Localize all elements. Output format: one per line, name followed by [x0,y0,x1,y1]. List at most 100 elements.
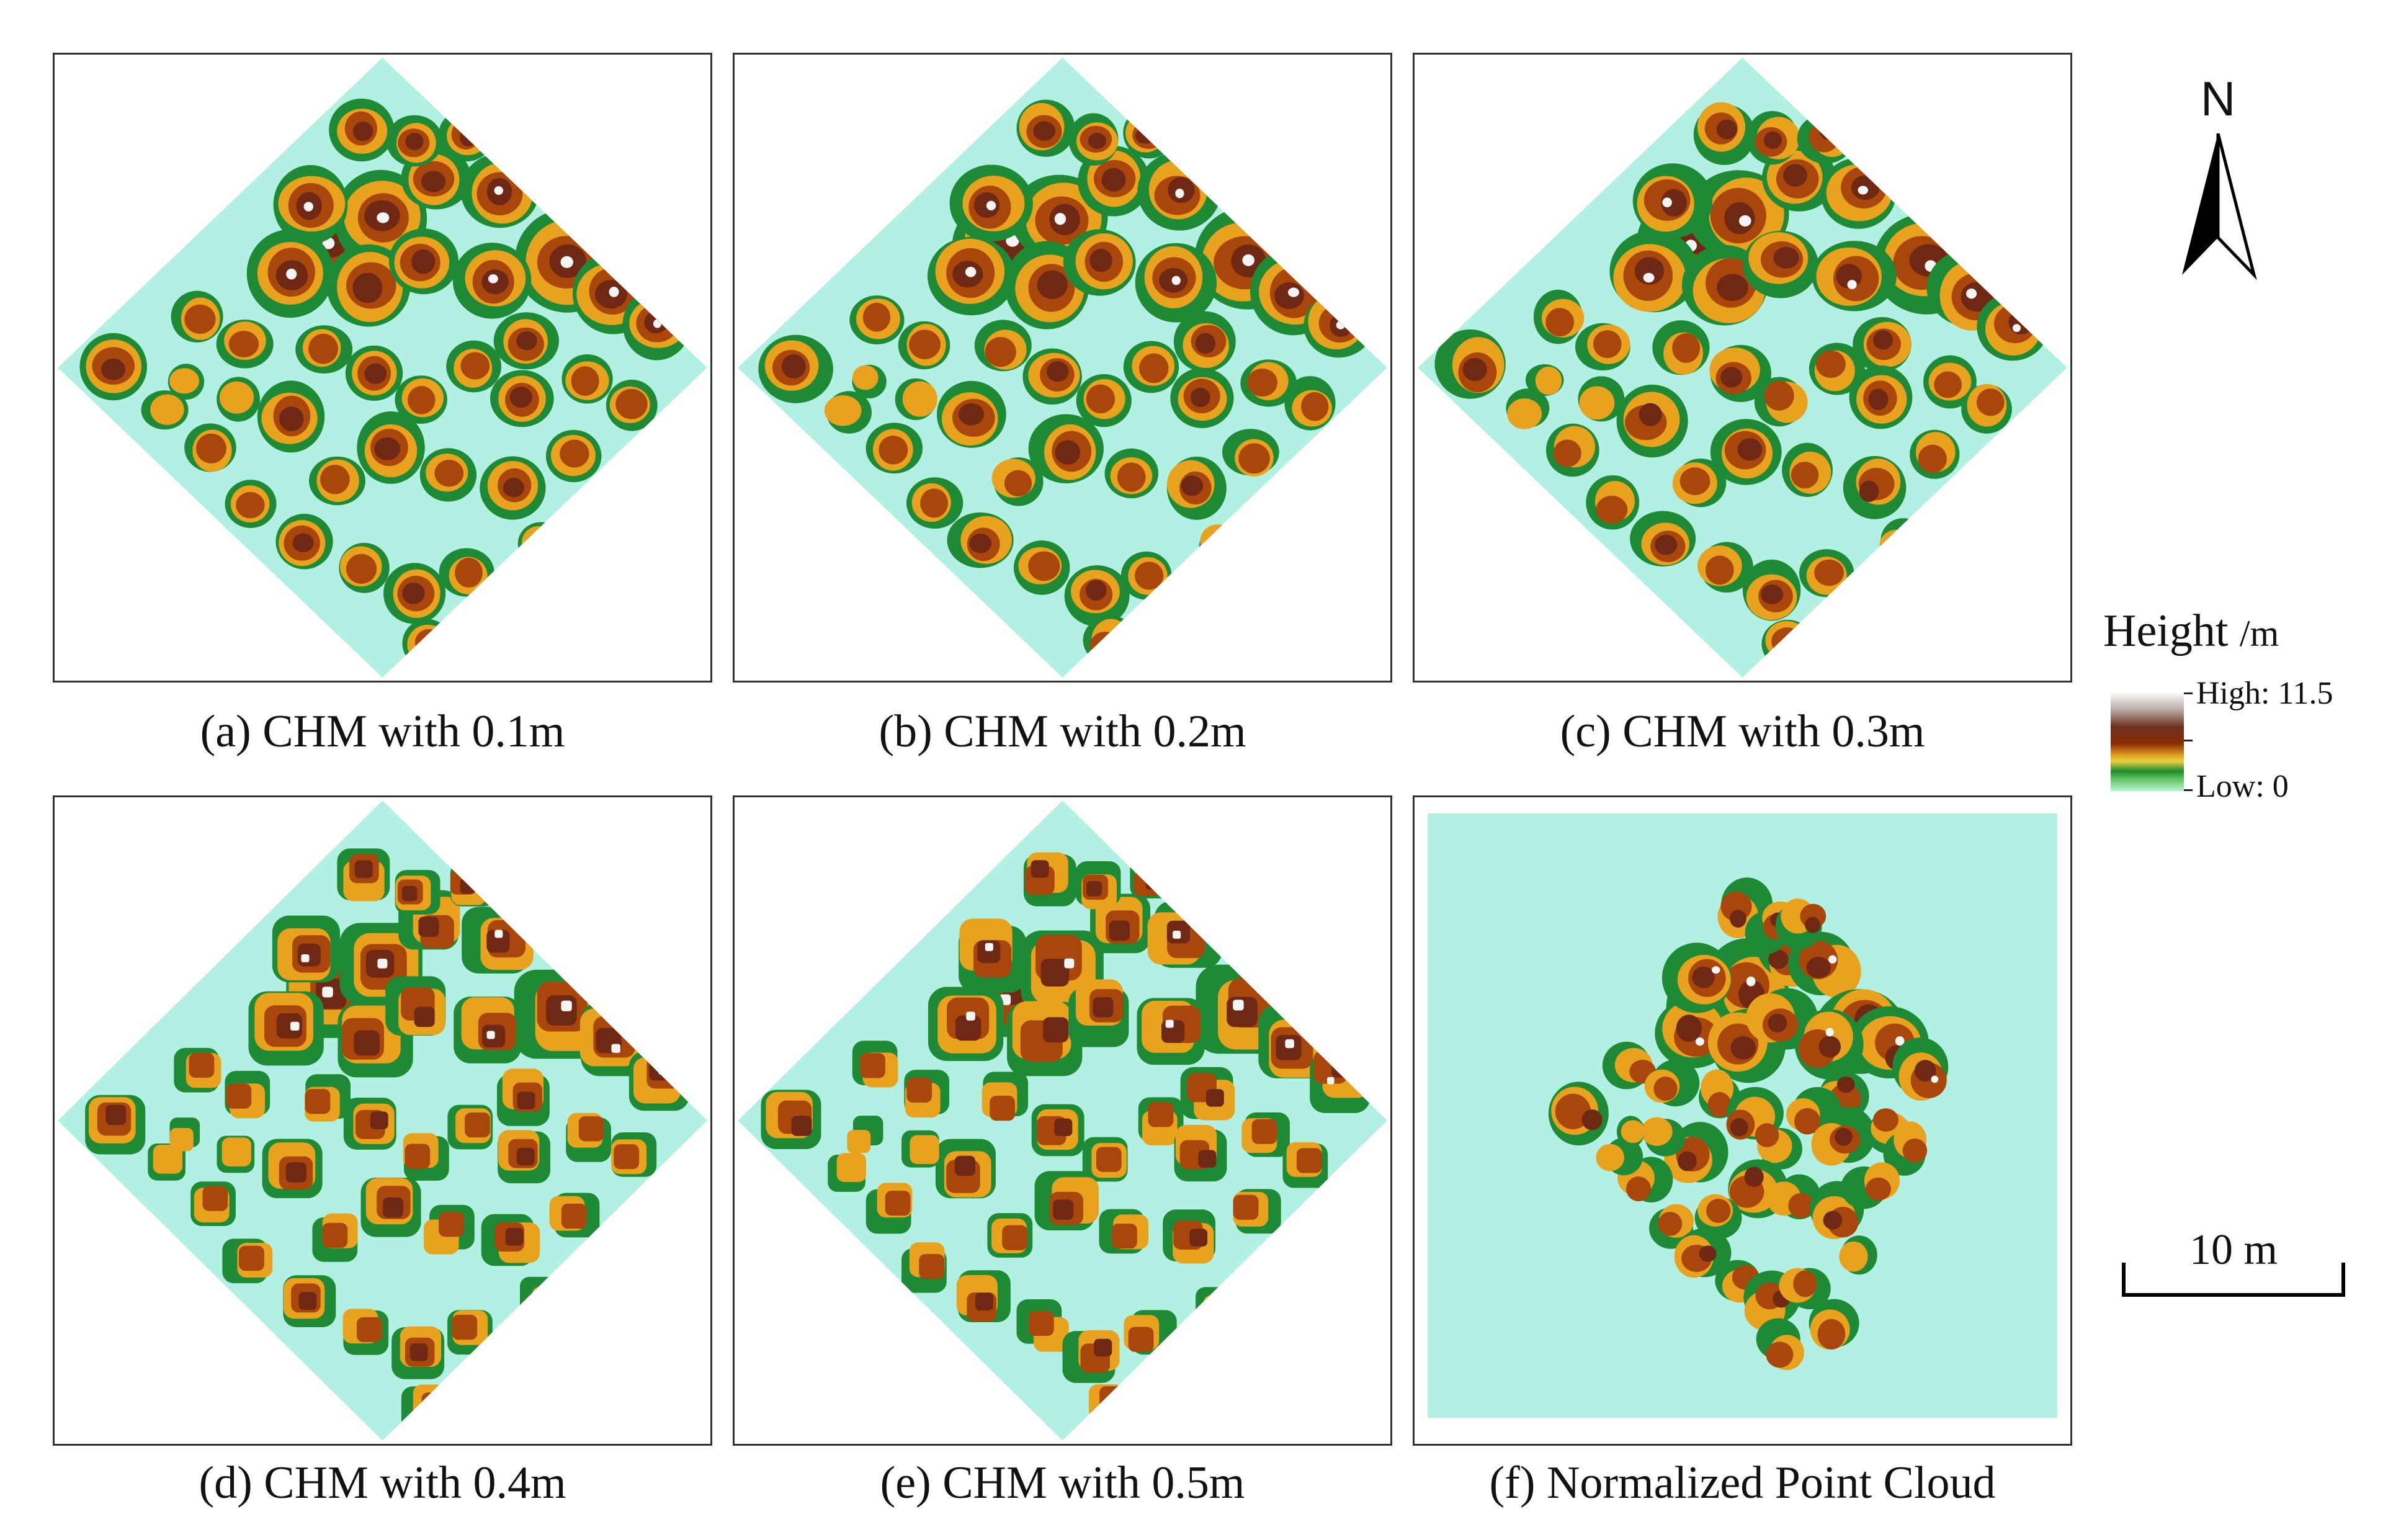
tree-crown [1710,419,1782,485]
tree-crowns [1434,102,2049,668]
tree-crown [248,991,324,1066]
tree-crown [217,1135,255,1173]
tree-crown [1977,293,2049,361]
tree-crown [622,289,691,360]
tree-crown [545,429,602,483]
panel-normalized-point-cloud [1413,795,2072,1446]
tree-crown [895,378,937,421]
tree-crown [761,1090,821,1149]
tree-crown [480,1358,534,1410]
legend-unit: /m [2239,613,2279,654]
tree-crown [1742,559,1801,621]
panel-chm-0-3m [1413,53,2072,683]
tree-crown [1533,289,1585,344]
tree-crown [1755,1123,1802,1170]
tree-crown [1138,1097,1184,1145]
tree-crown [308,456,366,506]
tree-crown [1123,341,1179,393]
tree-crown [1661,942,1732,1013]
chm-map-0-2m [738,58,1387,678]
tree-crown [865,1183,913,1234]
tree-crown [1147,901,1222,968]
tree-crowns [1548,877,1949,1371]
tree-crown [1746,110,1800,165]
tree-crown [1754,377,1808,427]
north-label: N [2200,71,2236,126]
legend-low-label: Low: 0 [2196,769,2289,804]
tree-crown [1068,979,1129,1047]
north-arrow-icon [2182,133,2257,280]
north-arrow: N [2153,74,2283,285]
tree-crown [395,375,447,424]
tree-crown [1082,1137,1128,1182]
panel-chm-0-2m [733,53,1392,683]
tree-crown [1137,998,1205,1065]
tree-crown [1644,1059,1700,1107]
caption-b: (b) CHM with 0.2m [879,706,1246,757]
tree-crown [401,1384,449,1431]
tree-crown [262,1139,323,1199]
tree-crown [337,848,390,902]
tree-crown [1843,455,1907,519]
tree-crown [184,423,236,472]
tree-crown [1545,423,1599,477]
tree-crown [1578,376,1625,422]
tree-crown [1434,329,1506,399]
tree-crown [496,1068,550,1126]
tree-crown [1124,1310,1177,1355]
tree-crown [549,1193,600,1238]
tree-crown [606,379,658,431]
tree-crown [419,448,477,502]
chm-map-0-3m [1418,58,2067,678]
tree-crown [216,320,274,369]
tree-crown [1104,448,1159,499]
tree-crowns [758,99,1374,665]
tree-crown [357,411,425,484]
tree-crown [1616,384,1688,458]
chm-map-0-4m [58,800,707,1441]
tree-crown [1028,414,1104,484]
legend-high-label: High: 11.5 [2196,676,2333,711]
tree-crown [1196,1287,1233,1325]
tree-crown [225,480,277,528]
tree-crown [1923,355,1977,409]
tree-crown [1548,1081,1609,1146]
tree-crown [1820,158,1897,229]
scale-bar: 10 m [2122,1229,2345,1303]
tree-crown [272,915,341,983]
tree-crown [1166,456,1227,520]
tree-crown [991,457,1044,506]
tree-crown [949,164,1033,242]
tree-crown [1170,367,1234,428]
height-legend: Height /m High: 11.5 Low: 0 [2103,608,2376,819]
tree-crown [987,1213,1033,1258]
tree-crown [490,370,554,428]
tree-crown [901,1130,939,1168]
tree-crown [1839,1235,1877,1275]
tree-crown [1222,429,1279,477]
tree-crown [1632,163,1713,238]
tree-crown [517,522,564,566]
tree-crown [1180,1067,1235,1121]
tree-crown [1310,1050,1371,1113]
tree-crown [312,1213,358,1262]
tree-crown [974,320,1032,372]
tree-crown [480,456,546,520]
caption-a: (a) CHM with 0.1m [200,706,565,757]
tree-crown [1652,320,1710,375]
tree-crown [1779,1268,1831,1310]
tree-crown [343,1098,396,1150]
tree-crown [79,333,147,401]
tree-crown [1034,1171,1099,1231]
tree-crowns [85,848,689,1431]
point-cloud-map [1428,813,2057,1418]
tree-crown [460,153,540,228]
caption-d: (d) CHM with 0.4m [199,1457,566,1508]
tree-crown [383,563,446,624]
tree-crown [611,1132,657,1177]
scale-bar-line [2122,1263,2345,1297]
tree-crown [906,477,964,529]
tree-crown [1123,107,1175,159]
tree-crown [904,1070,950,1118]
caption-e: (e) CHM with 0.5m [880,1457,1245,1508]
